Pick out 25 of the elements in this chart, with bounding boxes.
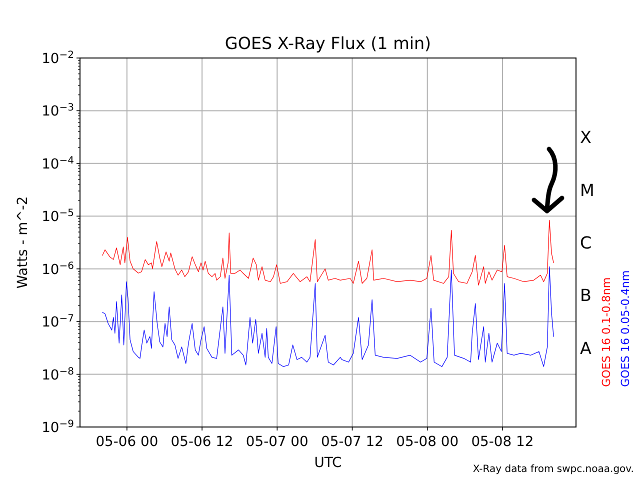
x-tick-label: 05-07 12 bbox=[321, 434, 384, 450]
y-tick-label: 10$^{−2}$ bbox=[42, 50, 74, 67]
y-axis-title: Watts - m^-2 bbox=[15, 196, 31, 289]
x-tick-label: 05-08 12 bbox=[471, 434, 534, 450]
x-tick-label: 05-06 12 bbox=[170, 434, 234, 450]
y-tick-label: 10$^{−7}$ bbox=[42, 313, 74, 331]
text: X bbox=[580, 127, 592, 148]
text: GOES 16 0.1-0.8nm bbox=[600, 277, 613, 387]
text: M bbox=[580, 180, 594, 200]
text: B bbox=[580, 285, 592, 306]
y-tick-label: 10$^{−8}$ bbox=[42, 366, 74, 384]
x-tick-label: 05-08 00 bbox=[396, 434, 459, 450]
y-tick-label: 10$^{−9}$ bbox=[42, 418, 74, 436]
y-tick-label: 10$^{−6}$ bbox=[42, 260, 74, 278]
chart-title: GOES X-Ray Flux (1 min) bbox=[224, 33, 432, 53]
y-tick-label: 10$^{−4}$ bbox=[42, 154, 74, 172]
text: X-Ray data from swpc.noaa.gov. bbox=[472, 464, 634, 475]
x-axis-title: UTC bbox=[314, 455, 342, 471]
text: A bbox=[580, 338, 592, 358]
y-tick-label: 10$^{−5}$ bbox=[42, 208, 74, 226]
text: C bbox=[580, 232, 592, 252]
text: GOES 16 0.05-0.4nm bbox=[619, 270, 632, 387]
x-tick-label: 05-06 00 bbox=[96, 434, 158, 450]
y-tick-label: 10$^{−3}$ bbox=[42, 102, 74, 120]
x-tick-label: 05-07 00 bbox=[246, 434, 308, 450]
